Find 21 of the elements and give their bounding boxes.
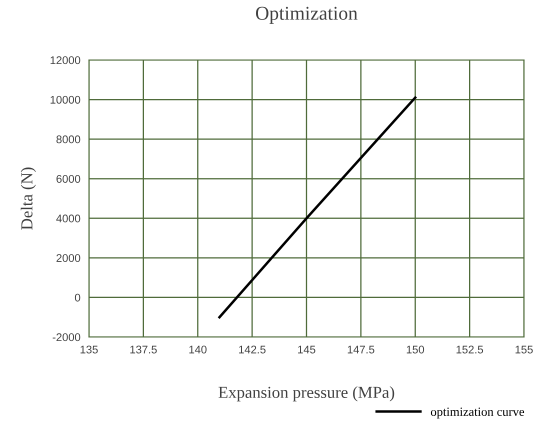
y-tick-label: 2000 <box>56 254 80 262</box>
legend-label: optimization curve <box>430 408 524 418</box>
x-tick-label: 152.5 <box>456 346 484 354</box>
chart-title: Optimization <box>256 6 358 24</box>
y-tick-label: 8000 <box>56 135 80 144</box>
x-tick-label: 155 <box>516 346 533 354</box>
x-tick-label: 135 <box>80 346 98 354</box>
x-tick-label: 147.5 <box>348 346 374 354</box>
x-tick-label: 145 <box>298 346 316 354</box>
y-tick-label: 10000 <box>50 96 80 104</box>
y-tick-label: 12000 <box>50 56 80 64</box>
x-tick-label: 140 <box>189 346 207 354</box>
y-axis-title: Delta (N) <box>20 168 36 230</box>
y-tick-label: -2000 <box>52 333 80 342</box>
x-tick-label: 150 <box>406 346 424 354</box>
x-axis-title: Expansion pressure (MPa) <box>218 386 394 402</box>
y-tick-label: 6000 <box>56 174 80 183</box>
x-tick-label: 137.5 <box>130 346 157 354</box>
y-tick-label: 4000 <box>56 214 80 222</box>
x-tick-label: 142.5 <box>239 346 266 354</box>
y-tick-label: 0 <box>74 294 80 302</box>
